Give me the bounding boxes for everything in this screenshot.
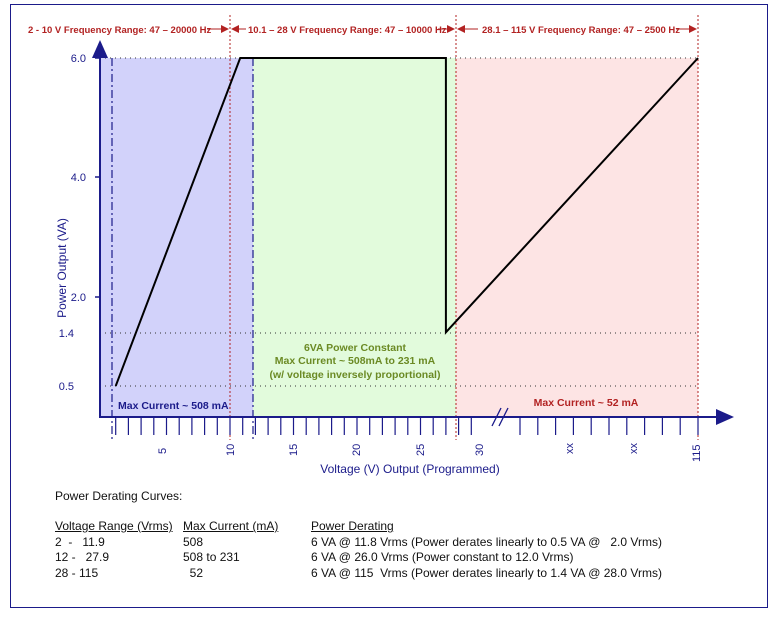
xtick-label-15: 15: [288, 444, 300, 456]
x-axis-label: Voltage (V) Output (Programmed): [320, 462, 499, 476]
xtick-label-115: 115: [691, 444, 703, 462]
table-header-voltage: Voltage Range (Vrms): [55, 519, 173, 533]
region-low-bg: [100, 58, 253, 417]
ytick-label-4: 4.0: [71, 172, 86, 184]
region-mid-bg: [253, 58, 456, 417]
xtick-label-5: 5: [157, 448, 169, 454]
table-row-1-voltage: 2 - 11.9: [55, 535, 105, 549]
ytick-label-1-4: 1.4: [59, 328, 74, 340]
y-axis-label: Power Output (VA): [55, 218, 69, 318]
annotation-mid-line-2: Max Current ~ 508mA to 231 mA: [275, 355, 436, 367]
axis-break-mark-2: [498, 407, 509, 427]
ytick-label-6: 6.0: [71, 53, 86, 65]
annotation-mid-line-1: 6VA Power Constant: [304, 342, 407, 354]
power-derating-chart: 2 - 10 V Frequency Range: 47 – 20000 Hz …: [28, 15, 734, 476]
table-header-derating: Power Derating: [311, 519, 394, 533]
table-title: Power Derating Curves:: [55, 489, 183, 503]
xtick-label-20: 20: [351, 444, 363, 456]
figure-frame: [10, 4, 768, 608]
range-label-high: 28.1 – 115 V Frequency Range: 47 – 2500 …: [482, 25, 680, 36]
table-row-3-current: 52: [183, 566, 204, 580]
xtick-label-xx-2: xx: [628, 443, 640, 455]
xtick-label-25: 25: [415, 444, 427, 456]
table-row-2-voltage: 12 - 27.9: [55, 550, 110, 564]
table-row-2-derating: 6 VA @ 26.0 Vrms (Power constant to 12.0…: [311, 550, 574, 564]
xtick-label-xx-1: xx: [564, 443, 576, 455]
annotation-high-current: Max Current ~ 52 mA: [534, 397, 639, 409]
table-header-current: Max Current (mA): [183, 519, 279, 533]
table-row-2-current: 508 to 231: [183, 550, 240, 564]
table-row-3-derating: 6 VA @ 115 Vrms (Power derates linearly …: [311, 566, 662, 580]
axis-break-mark-1: [491, 407, 502, 427]
range-label-low: 2 - 10 V Frequency Range: 47 – 20000 Hz: [28, 25, 211, 36]
table-row-1-derating: 6 VA @ 11.8 Vrms (Power derates linearly…: [311, 535, 662, 549]
range-label-mid: 10.1 – 28 V Frequency Range: 47 – 10000 …: [248, 25, 447, 36]
annotation-mid-line-3: (w/ voltage inversely proportional): [270, 369, 441, 381]
ytick-label-0-5: 0.5: [59, 381, 74, 393]
xtick-label-30: 30: [474, 444, 486, 456]
table-row-3-voltage: 28 - 115: [55, 566, 99, 580]
table-row-1-current: 508: [183, 535, 204, 549]
ytick-label-2: 2.0: [71, 292, 86, 304]
power-curve-line: [114, 57, 699, 387]
annotation-low-current: Max Current ~ 508 mA: [118, 400, 229, 412]
xtick-label-10: 10: [225, 444, 237, 456]
region-high-bg: [456, 58, 698, 417]
